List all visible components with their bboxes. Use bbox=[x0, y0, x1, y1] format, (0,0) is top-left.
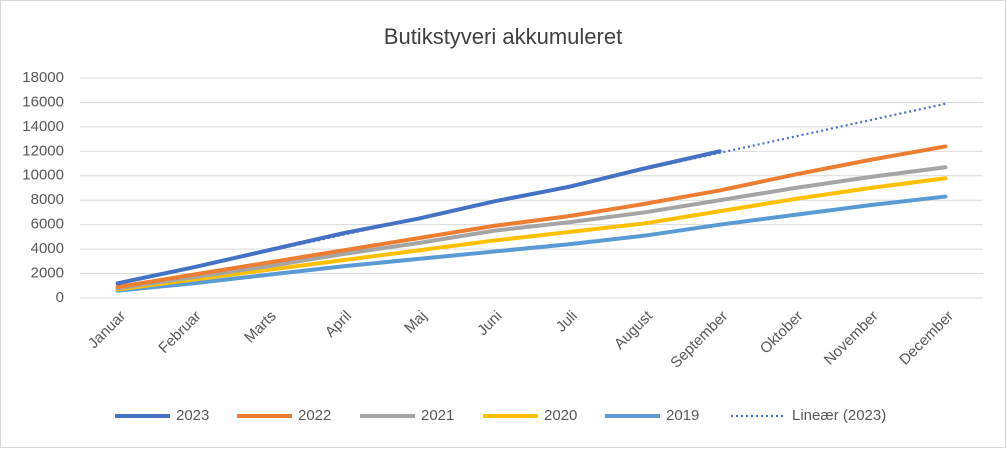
chart-title: Butikstyveri akkumuleret bbox=[384, 24, 622, 49]
series-line bbox=[115, 194, 948, 293]
series-line bbox=[115, 149, 722, 286]
y-tick-label: 2000 bbox=[31, 265, 64, 282]
y-tick-label: 14000 bbox=[22, 118, 64, 135]
series-line bbox=[115, 176, 948, 292]
y-tick-label: 16000 bbox=[22, 93, 64, 110]
legend-label: Lineær (2023) bbox=[792, 407, 886, 424]
legend-label: 2019 bbox=[666, 407, 699, 424]
legend-label: 2023 bbox=[176, 407, 209, 424]
trend-line bbox=[117, 102, 946, 286]
y-tick-label: 4000 bbox=[31, 240, 64, 257]
y-tick-label: 0 bbox=[56, 289, 64, 306]
series-line bbox=[115, 144, 948, 289]
legend-label: 2020 bbox=[544, 407, 577, 424]
y-tick-label: 8000 bbox=[31, 191, 64, 208]
y-tick-label: 10000 bbox=[22, 167, 64, 184]
legend-label: 2022 bbox=[298, 407, 331, 424]
y-tick-label: 12000 bbox=[22, 142, 64, 159]
y-tick-label: 6000 bbox=[31, 216, 64, 233]
y-tick-label: 18000 bbox=[22, 69, 64, 86]
series-line bbox=[115, 165, 948, 291]
legend-label: 2021 bbox=[421, 407, 454, 424]
